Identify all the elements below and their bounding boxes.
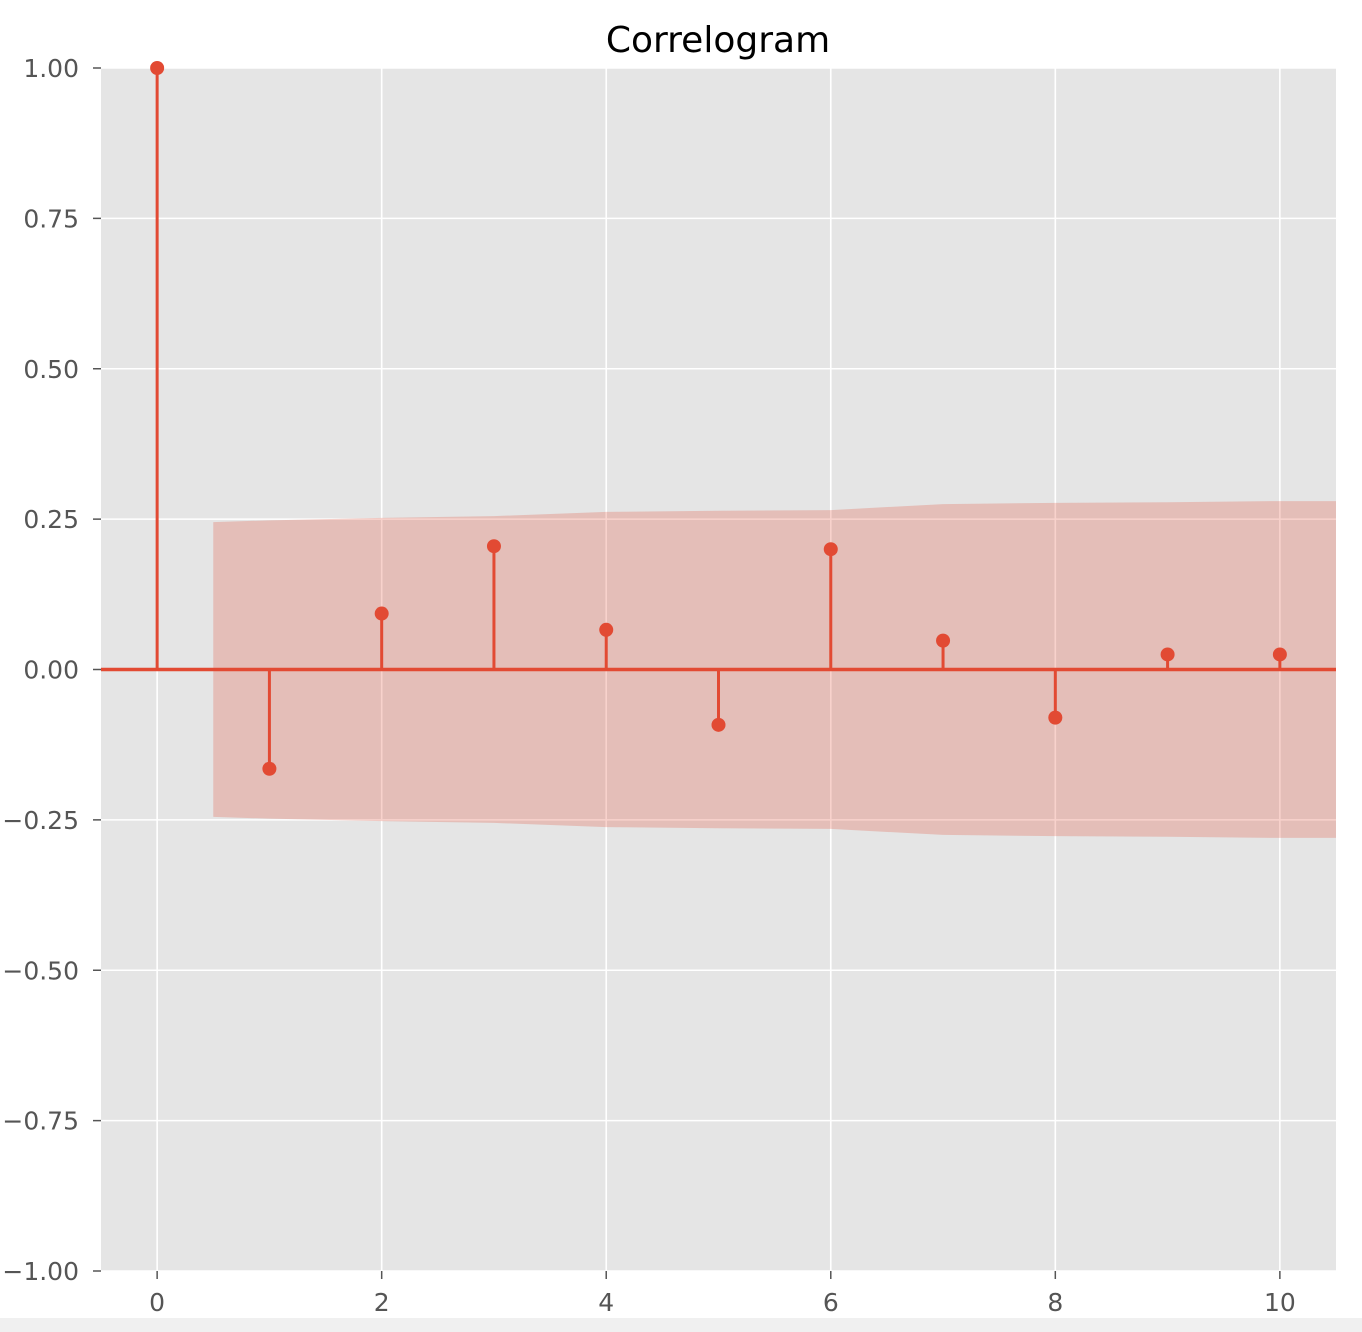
marker-lag-5 [711, 717, 726, 732]
marker-lag-6 [823, 542, 838, 557]
marker-lag-8 [1048, 710, 1063, 725]
bottom-strip [0, 1318, 1362, 1332]
chart-title: Correlogram [606, 20, 830, 61]
stems-layer [150, 61, 1287, 776]
x-tick-label-1: 2 [374, 1288, 390, 1317]
y-tick-label-0: 1.00 [23, 54, 79, 83]
y-tick-label-2: 0.50 [23, 355, 79, 384]
x-tick-label-3: 6 [823, 1288, 839, 1317]
marker-lag-2 [374, 606, 389, 621]
y-tick-label-1: 0.75 [23, 204, 79, 233]
marker-lag-10 [1272, 647, 1287, 662]
x-tick-label-4: 8 [1047, 1288, 1063, 1317]
y-tick-label-8: −1.00 [2, 1257, 79, 1286]
marker-lag-1 [262, 761, 277, 776]
y-tick-label-6: −0.50 [2, 956, 79, 985]
x-tick-label-5: 10 [1264, 1288, 1296, 1317]
axis-ticks: 0 2 4 6 8 10 1.00 0.75 0.50 0.25 0.00 −0.25 −0.50 −0.… [2, 54, 1295, 1317]
y-tick-label-7: −0.75 [2, 1107, 79, 1136]
marker-lag-9 [1160, 647, 1175, 662]
marker-lag-3 [486, 539, 501, 554]
marker-lag-7 [936, 633, 951, 648]
y-tick-label-3: 0.25 [23, 505, 79, 534]
marker-lag-4 [599, 622, 614, 637]
y-tick-label-4: 0.00 [23, 656, 79, 685]
marker-lag-0 [150, 61, 165, 75]
x-tick-label-0: 0 [149, 1288, 165, 1317]
y-tick-label-5: −0.25 [2, 806, 79, 835]
x-tick-label-2: 4 [598, 1288, 614, 1317]
